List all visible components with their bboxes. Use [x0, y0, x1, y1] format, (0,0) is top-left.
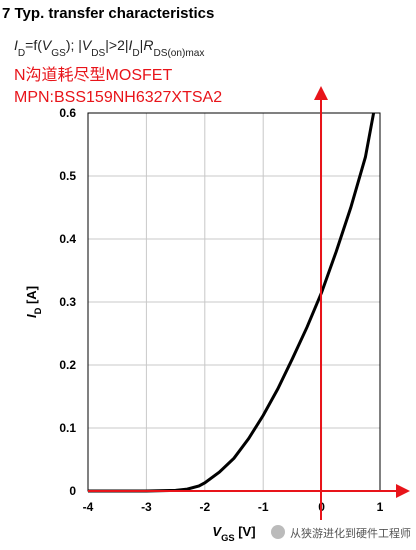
text-part: DS — [91, 48, 105, 59]
text-part: I — [129, 37, 133, 53]
text-part: I — [14, 37, 18, 53]
text-part: [A] — [24, 286, 39, 308]
y-tick-label: 0 — [69, 484, 76, 498]
x-axis-label: VGS [V] — [212, 524, 255, 543]
text-part: V — [212, 524, 222, 539]
text-part: D — [132, 48, 139, 59]
y-tick-label: 0.5 — [59, 169, 76, 183]
x-tick-label: -1 — [258, 500, 269, 514]
text-part: V — [42, 37, 53, 53]
text-part: |>2| — [105, 37, 128, 53]
text-part: V — [82, 37, 93, 53]
arrow-head — [396, 484, 410, 498]
y-tick-label: 0.3 — [59, 295, 76, 309]
text-part: GS — [221, 533, 235, 543]
text-part: R — [143, 37, 153, 53]
x-tick-label: -4 — [83, 500, 94, 514]
chart-title: 7 Typ. transfer characteristics — [2, 5, 214, 22]
annotation: N沟道耗尽型MOSFET — [14, 66, 172, 84]
text-part: GS — [51, 48, 66, 59]
text-part: | — [140, 37, 144, 53]
y-tick-label: 0.1 — [59, 421, 76, 435]
x-tick-label: 1 — [377, 500, 384, 514]
y-tick-label: 0.6 — [59, 106, 76, 120]
text-part: =f( — [25, 37, 42, 53]
x-tick-label: -3 — [141, 500, 152, 514]
data-line — [88, 112, 376, 493]
text-part: D — [18, 48, 25, 59]
x-tick-label: -2 — [199, 500, 210, 514]
text-part: [V] — [235, 524, 256, 539]
y-tick-label: 0.4 — [59, 232, 76, 246]
text-part: D — [33, 307, 43, 314]
text-part: I — [24, 314, 39, 318]
annotation: MPN:BSS159NH6327XTSA2 — [14, 89, 222, 106]
text-part: DS(on)max — [153, 48, 204, 59]
watermark: 从狭游进化到硬件工程师 — [290, 526, 411, 540]
y-axis-label: ID [A] — [24, 286, 43, 318]
arrow-head — [314, 86, 328, 100]
chart-subtitle: ID=f(VGS); |VDS|>2|ID|RDS(on)max — [14, 37, 204, 59]
watermark-icon — [271, 525, 285, 539]
y-tick-label: 0.2 — [59, 358, 76, 372]
text-part: ); | — [66, 37, 82, 53]
